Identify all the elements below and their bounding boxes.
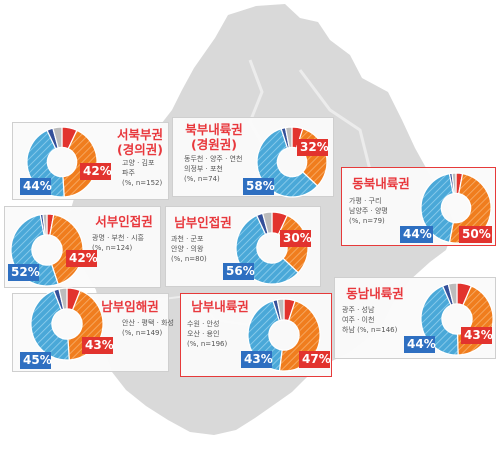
value-label-orange-northeast-inland: 50% [459,226,492,243]
title2-north-inland: (경원권) [191,137,237,152]
subtitle-south-coastal: 안산 · 평택 · 화성 (%, n=149) [122,319,174,337]
title-south-inland: 남부내륙권 [191,299,249,314]
value-label-blue-south-adjacent: 56% [223,263,255,280]
donut-slice-orange [62,129,98,198]
value-label-orange-northwest: 42% [80,163,112,180]
value-label-orange-north-inland: 32% [297,139,329,156]
title-west-adjacent: 서부인접권 [95,214,153,229]
subtitle-north-inland: 동두천 · 양주 · 연천 의정부 · 포천 (%, n=74) [184,155,243,183]
donut-slice-orange [448,172,492,244]
subtitle-northeast-inland: 가평 · 구리 남양주 · 양평 (%, n=79) [349,197,388,225]
donut-slice-gray [58,287,68,310]
value-label-blue-south-inland: 43% [241,351,273,368]
title-southeast-inland: 동남내륙권 [346,286,404,301]
value-label-orange-south-inland: 47% [299,351,331,368]
value-label-orange-southeast-inland: 43% [461,327,493,344]
donut-slice-gray [276,298,285,321]
value-label-blue-northwest: 44% [20,178,52,195]
value-label-orange-south-coastal: 43% [82,337,114,354]
value-label-blue-west-adjacent: 52% [8,264,40,281]
donut-chart-northeast-inland [420,172,492,244]
title-south-coastal: 남부임해권 [101,299,159,314]
value-label-orange-south-adjacent: 30% [280,230,312,247]
title-northwest: 서북부권 [116,127,163,142]
donut-slice-gray [447,282,458,306]
title2-northwest: (경의권) [117,142,163,157]
value-label-orange-west-adjacent: 42% [66,250,98,267]
donut-slice-gray [42,213,48,236]
title-northeast-inland: 동북내륙권 [352,176,410,191]
donut-slice-gray [451,172,457,195]
value-label-blue-southeast-inland: 44% [404,336,436,353]
subtitle-south-inland: 수원 · 안성 오산 · 용인 (%, n=196) [187,320,228,348]
subtitle-southeast-inland: 광주 · 성남 여주 · 이천 하남 (%, n=146) [342,306,398,334]
value-label-blue-north-inland: 58% [243,178,275,195]
title-north-inland: 북부내륙권 [185,122,243,137]
subtitle-south-adjacent: 과천 · 군포 안양 · 의왕 (%, n=80) [171,235,207,263]
donut-slice-gray [261,211,273,235]
donut-slice-blue [30,289,70,361]
donut-slice-gray [52,126,63,149]
subtitle-west-adjacent: 광명 · 부천 · 시흥 (%, n=124) [92,234,144,252]
title-south-adjacent: 남부인접권 [174,215,232,230]
value-label-blue-northeast-inland: 44% [400,226,433,243]
donut-slice-gray [284,126,293,149]
value-label-blue-south-coastal: 45% [20,352,52,369]
subtitle-northwest: 고양 · 김포 파주 (%, n=152) [122,159,163,187]
